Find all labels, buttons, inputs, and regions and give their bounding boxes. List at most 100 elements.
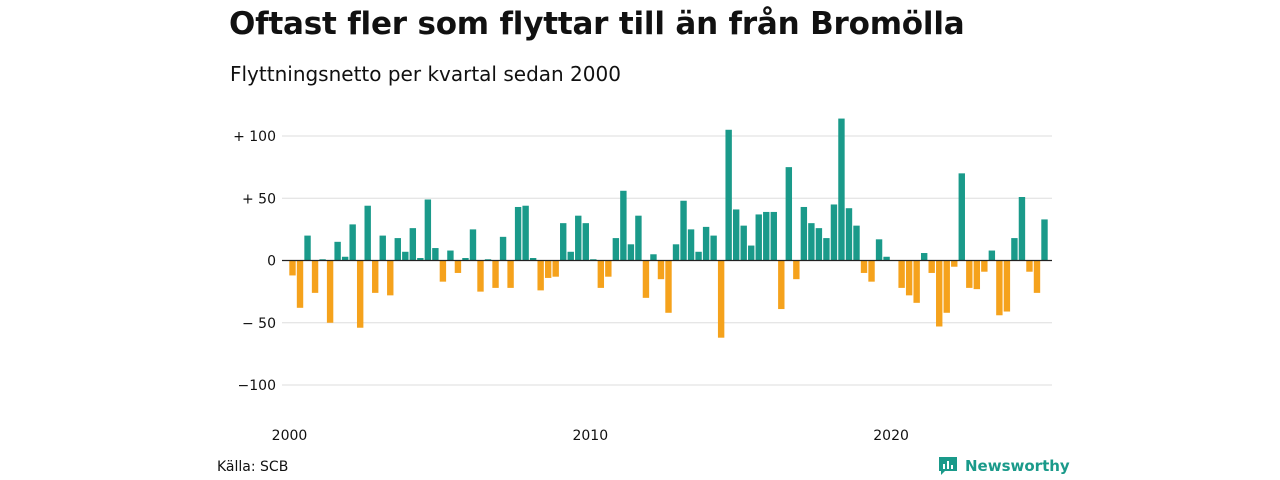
bar [620, 190, 627, 261]
bar [387, 260, 394, 296]
bar [740, 225, 747, 261]
bar [567, 251, 574, 261]
bar [717, 260, 725, 338]
y-tick-label: − 50 [242, 316, 276, 332]
bar [469, 229, 477, 261]
brand-name: Newsworthy [965, 457, 1070, 475]
bar [928, 260, 935, 273]
bar [356, 260, 364, 328]
bar [913, 260, 920, 303]
bar [710, 235, 717, 261]
bar [544, 260, 552, 278]
bar [845, 208, 853, 261]
bar [936, 260, 943, 327]
bar [748, 245, 755, 261]
bar [695, 251, 702, 261]
bar [725, 129, 732, 261]
bar [815, 228, 823, 261]
bar [1003, 260, 1011, 312]
bar [394, 238, 401, 261]
bar [868, 260, 875, 282]
chart-subtitle: Flyttningsnetto per kvartal sedan 2000 [230, 62, 621, 86]
bar [635, 215, 642, 261]
bar [326, 260, 334, 323]
bar [289, 260, 296, 276]
bar [898, 260, 905, 288]
bar [432, 248, 439, 261]
bar [334, 241, 341, 261]
bar [958, 173, 965, 261]
y-tick-label: + 100 [233, 129, 276, 145]
bar [612, 238, 620, 261]
bar [522, 205, 529, 261]
y-tick-label: −100 [238, 378, 276, 394]
bar [642, 260, 650, 298]
bar [311, 260, 319, 293]
bar [507, 260, 514, 288]
bar [665, 260, 672, 313]
bars [289, 118, 1048, 338]
bar [409, 228, 417, 261]
bar [672, 244, 680, 261]
bar [838, 118, 845, 261]
bar [477, 260, 484, 292]
bar [1011, 238, 1018, 261]
bar [808, 223, 815, 261]
bar [372, 260, 379, 293]
bar [319, 259, 326, 261]
bar [379, 235, 386, 261]
bar [341, 256, 349, 261]
bar [920, 253, 928, 261]
bar [800, 206, 808, 261]
brand-logo: Newsworthy [938, 456, 1070, 476]
bar [951, 260, 958, 267]
bar [785, 167, 793, 261]
bar [304, 235, 311, 261]
bar [883, 256, 890, 261]
gridlines [282, 135, 1052, 386]
bar [763, 211, 770, 261]
bar [981, 260, 988, 272]
bar [605, 260, 612, 277]
bar [650, 254, 657, 261]
bar [402, 251, 409, 261]
bar [702, 226, 710, 261]
bar [778, 260, 785, 310]
bar [1018, 197, 1026, 261]
bar [1026, 260, 1033, 272]
bar [514, 206, 522, 261]
bar [966, 260, 973, 288]
bar [627, 244, 635, 261]
bar [424, 199, 432, 261]
bar [296, 260, 304, 308]
bar [860, 260, 868, 273]
bar [875, 239, 883, 261]
bar [364, 205, 371, 261]
bar [552, 260, 559, 277]
bar [823, 238, 830, 261]
bar [770, 211, 777, 261]
bar [447, 250, 454, 261]
x-tick-label: 2000 [272, 428, 308, 444]
x-tick-label: 2010 [572, 428, 608, 444]
bar [755, 214, 762, 261]
bar [853, 225, 860, 261]
bar [830, 204, 838, 261]
bar [529, 258, 537, 261]
bar [680, 200, 687, 261]
bar [582, 223, 589, 261]
newsworthy-logo-icon [939, 457, 957, 475]
source-note: Källa: SCB [217, 459, 289, 475]
x-axis-labels: 2000 2010 2020 [272, 428, 909, 444]
bar [454, 260, 462, 273]
bar [793, 260, 800, 280]
bar [943, 260, 950, 313]
x-tick-label: 2020 [873, 428, 909, 444]
y-axis-labels: + 100 + 50 0 − 50 −100 [233, 129, 276, 394]
chart-title: Oftast fler som flyttar till än från Bro… [229, 6, 965, 42]
bar [499, 236, 507, 261]
y-tick-label: + 50 [242, 191, 276, 207]
bar [575, 215, 582, 261]
bar [492, 260, 499, 288]
